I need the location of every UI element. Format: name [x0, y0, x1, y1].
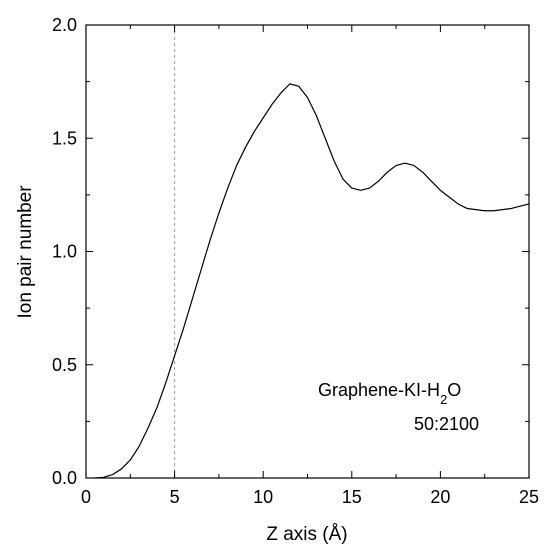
y-tick-label: 1.0 — [52, 242, 77, 262]
annotation-line-1-tail: O — [447, 380, 461, 400]
annotation-line-1-main: Graphene-KI-H — [318, 380, 440, 400]
x-tick-label: 25 — [519, 487, 539, 507]
annotation-line-1: Graphene-KI-H2O — [318, 380, 461, 407]
annotation-line-1-sub: 2 — [440, 392, 447, 407]
x-tick-label: 5 — [170, 487, 180, 507]
plot-frame — [85, 24, 530, 479]
y-tick-label: 0.5 — [52, 355, 77, 375]
x-axis-title: Z axis (Å) — [266, 524, 347, 545]
annotation-line-2: 50:2100 — [414, 414, 479, 434]
y-axis-title: Ion pair number — [15, 185, 36, 319]
x-tick-label: 20 — [430, 487, 450, 507]
y-tick-label: 2.0 — [52, 15, 77, 35]
x-tick-label: 10 — [253, 487, 273, 507]
series-line-0 — [94, 83, 530, 479]
x-tick-label: 15 — [342, 487, 362, 507]
y-tick-label: 0.0 — [52, 468, 77, 488]
y-tick-label: 1.5 — [52, 128, 77, 148]
x-tick-label: 0 — [81, 487, 91, 507]
